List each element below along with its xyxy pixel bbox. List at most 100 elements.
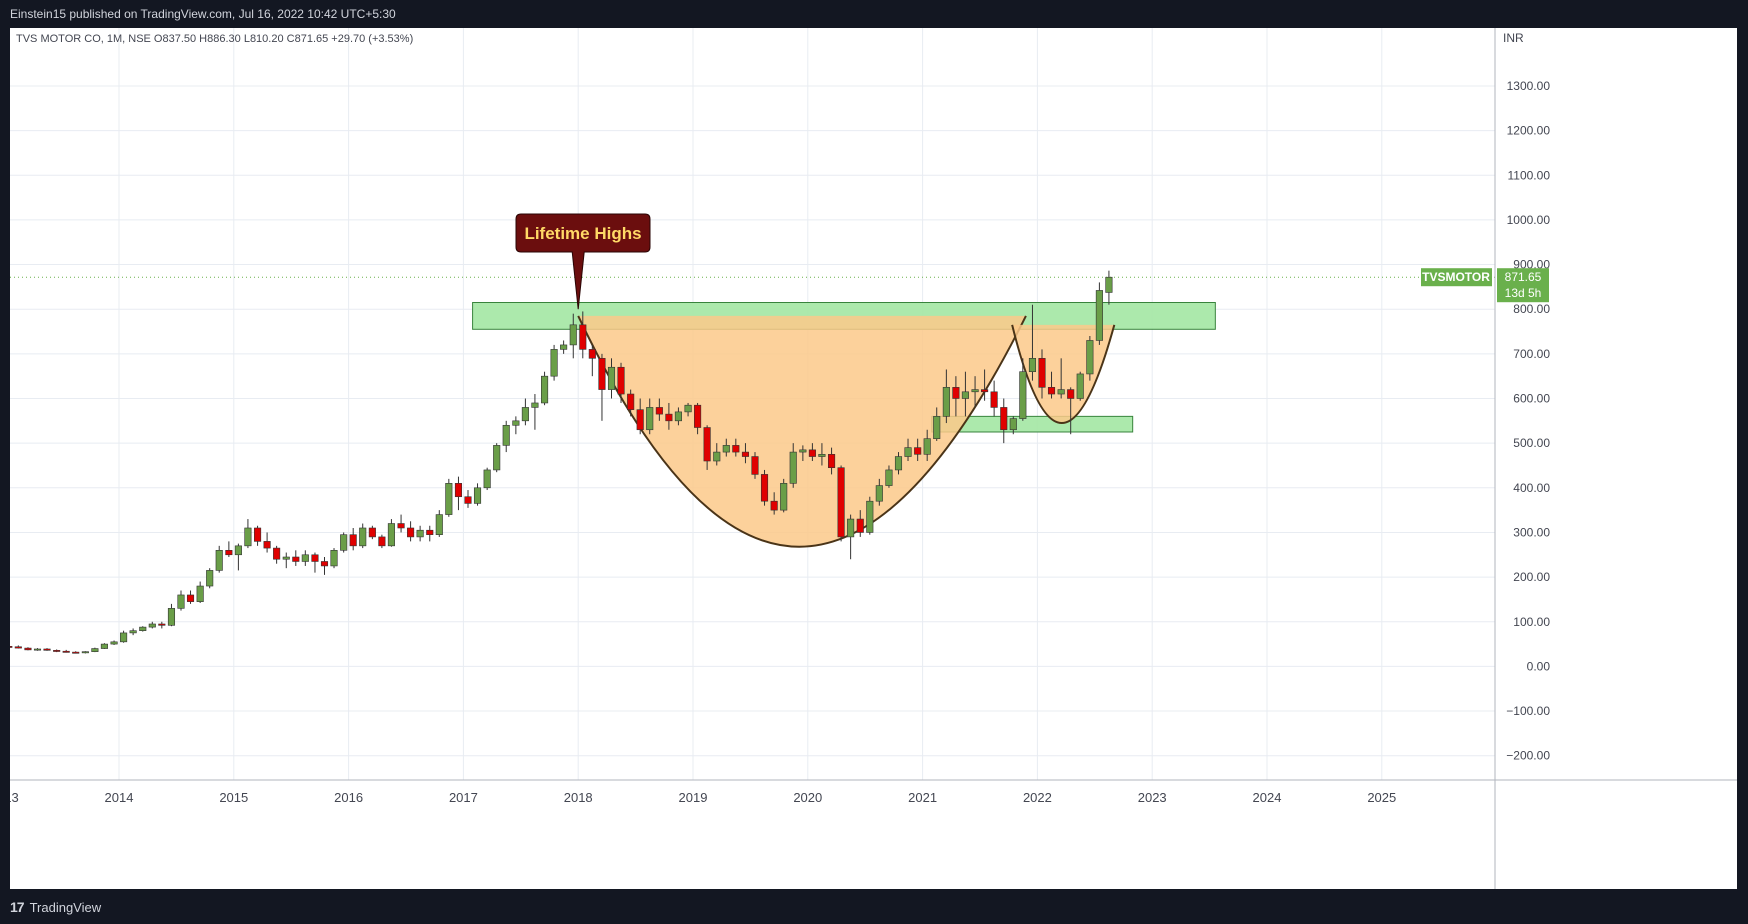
candle-up[interactable] — [607, 366, 616, 390]
candle-down[interactable] — [10, 646, 13, 648]
candle-down[interactable] — [368, 527, 376, 538]
candle-down[interactable] — [53, 650, 61, 652]
candle-down[interactable] — [14, 646, 22, 649]
candle-down[interactable] — [751, 456, 759, 475]
candle-up[interactable] — [512, 420, 520, 426]
candle-down[interactable] — [426, 529, 434, 535]
candle-up[interactable] — [493, 445, 501, 471]
candle-up[interactable] — [1009, 418, 1017, 431]
price-chart[interactable]: Lifetime Highs TVS MOTOR CO, 1M, NSE O837… — [10, 28, 1737, 889]
candle-down[interactable] — [981, 389, 989, 393]
candle-up[interactable] — [780, 483, 788, 511]
candle-up[interactable] — [177, 594, 185, 609]
candle-up[interactable] — [129, 630, 137, 634]
candle-up[interactable] — [799, 449, 807, 453]
candle-up[interactable] — [541, 375, 549, 404]
candle-up[interactable] — [971, 389, 979, 393]
candle-up[interactable] — [167, 608, 176, 626]
candle-up[interactable] — [646, 407, 654, 431]
candle-up[interactable] — [234, 545, 242, 556]
candle-up[interactable] — [531, 402, 539, 408]
candle-up[interactable] — [942, 387, 950, 417]
candle-up[interactable] — [110, 641, 118, 645]
candle-down[interactable] — [741, 451, 750, 457]
candle-up[interactable] — [569, 324, 577, 346]
candle-down[interactable] — [770, 500, 778, 511]
candle-up[interactable] — [445, 483, 453, 515]
candle-down[interactable] — [760, 474, 769, 502]
chart-panel[interactable]: Lifetime Highs TVS MOTOR CO, 1M, NSE O837… — [10, 28, 1737, 889]
candle-down[interactable] — [617, 366, 625, 395]
candle-up[interactable] — [1086, 340, 1094, 375]
candle-down[interactable] — [464, 496, 472, 504]
candle-down[interactable] — [1067, 389, 1075, 399]
candle-down[interactable] — [665, 413, 673, 422]
candle-up[interactable] — [521, 407, 529, 422]
candle-up[interactable] — [206, 570, 214, 587]
candle-down[interactable] — [273, 547, 281, 560]
candle-up[interactable] — [1019, 371, 1027, 419]
candle-up[interactable] — [1095, 290, 1103, 341]
candle-up[interactable] — [904, 447, 912, 457]
candle-down[interactable] — [407, 527, 415, 538]
candle-up[interactable] — [215, 550, 223, 571]
candle-down[interactable] — [225, 550, 233, 556]
candle-down[interactable] — [837, 467, 845, 538]
candle-up[interactable] — [120, 632, 128, 643]
candle-down[interactable] — [311, 554, 319, 562]
candle-up[interactable] — [1057, 389, 1065, 395]
candle-down[interactable] — [990, 391, 998, 408]
candle-down[interactable] — [378, 536, 386, 547]
candle-down[interactable] — [254, 527, 262, 542]
candle-down[interactable] — [62, 650, 70, 653]
candle-up[interactable] — [684, 404, 692, 413]
candle-up[interactable] — [818, 454, 826, 457]
candle-up[interactable] — [100, 643, 108, 649]
candle-down[interactable] — [914, 447, 922, 455]
candle-up[interactable] — [330, 550, 338, 567]
candle-up[interactable] — [961, 391, 969, 399]
candle-down[interactable] — [292, 556, 300, 562]
candle-up[interactable] — [483, 469, 491, 489]
candle-up[interactable] — [148, 623, 156, 628]
candle-up[interactable] — [244, 527, 252, 547]
candle-down[interactable] — [579, 324, 587, 350]
candle-down[interactable] — [397, 523, 405, 529]
candle-down[interactable] — [1047, 387, 1056, 395]
candle-down[interactable] — [1000, 407, 1008, 431]
candle-down[interactable] — [454, 483, 463, 498]
candle-up[interactable] — [33, 648, 42, 651]
candle-up[interactable] — [1105, 276, 1113, 293]
candle-up[interactable] — [340, 534, 348, 551]
candle-down[interactable] — [808, 449, 816, 457]
candle-up[interactable] — [387, 523, 395, 547]
candle-down[interactable] — [828, 454, 836, 469]
candle-up[interactable] — [473, 487, 482, 504]
candle-up[interactable] — [674, 411, 682, 422]
candle-down[interactable] — [158, 623, 166, 626]
candle-down[interactable] — [598, 358, 606, 390]
candle-up[interactable] — [560, 344, 568, 350]
candle-up[interactable] — [301, 554, 309, 562]
candle-down[interactable] — [636, 409, 644, 431]
candle-up[interactable] — [923, 438, 931, 455]
candle-up[interactable] — [435, 514, 443, 535]
candle-down[interactable] — [732, 445, 740, 453]
candle-down[interactable] — [856, 518, 864, 533]
candle-up[interactable] — [91, 648, 99, 652]
candle-up[interactable] — [502, 424, 510, 446]
candle-up[interactable] — [789, 451, 797, 484]
candle-up[interactable] — [1076, 373, 1084, 399]
candle-up[interactable] — [81, 651, 89, 654]
candle-up[interactable] — [722, 445, 730, 453]
candle-up[interactable] — [933, 416, 941, 439]
candle-up[interactable] — [196, 585, 204, 602]
candle-up[interactable] — [847, 518, 855, 538]
candle-down[interactable] — [72, 651, 80, 654]
candle-down[interactable] — [320, 561, 329, 567]
candle-up[interactable] — [416, 529, 424, 538]
candle-up[interactable] — [550, 349, 558, 377]
candle-down[interactable] — [43, 648, 51, 651]
candle-down[interactable] — [952, 387, 960, 399]
candle-down[interactable] — [703, 427, 711, 462]
